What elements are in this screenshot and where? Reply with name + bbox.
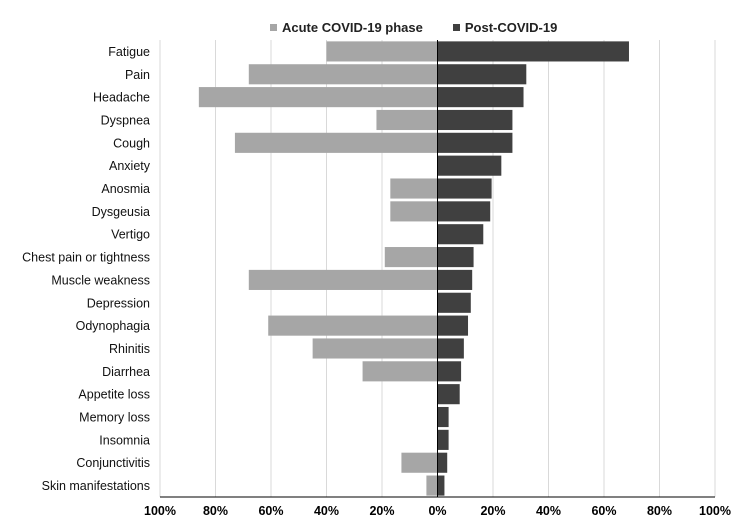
category-label: Appetite loss bbox=[78, 388, 150, 402]
post-bar bbox=[437, 87, 524, 108]
category-label: Odynophagia bbox=[76, 319, 150, 333]
legend-swatch-acute bbox=[270, 23, 277, 31]
acute-bar bbox=[362, 361, 438, 382]
acute-bar bbox=[234, 132, 438, 153]
acute-bar bbox=[326, 41, 438, 62]
post-bar bbox=[437, 452, 448, 473]
category-label: Chest pain or tightness bbox=[22, 251, 150, 265]
x-tick-label: 40% bbox=[536, 504, 561, 518]
acute-bar bbox=[401, 452, 438, 473]
x-tick-label: 0% bbox=[428, 504, 446, 518]
category-label: Anosmia bbox=[101, 182, 150, 196]
x-tick-labels: 100% 80% 60% 40% 20% 0% 20% 40% 60% 80% 100% bbox=[144, 504, 731, 518]
post-bar bbox=[437, 155, 502, 176]
acute-bar bbox=[268, 315, 438, 336]
category-label: Dysgeusia bbox=[92, 205, 150, 219]
category-label: Fatigue bbox=[108, 45, 150, 59]
chart-legend: Acute COVID-19 phase Post-COVID-19 bbox=[270, 18, 587, 36]
post-bar bbox=[437, 132, 513, 153]
category-label: Skin manifestations bbox=[42, 479, 150, 493]
category-label: Insomnia bbox=[99, 433, 150, 447]
post-bar bbox=[437, 41, 629, 62]
legend-swatch-post bbox=[452, 23, 460, 31]
post-bar bbox=[437, 429, 449, 450]
category-label: Pain bbox=[125, 68, 150, 82]
post-bar bbox=[437, 361, 462, 382]
category-label: Conjunctivitis bbox=[76, 456, 150, 470]
acute-bar bbox=[198, 87, 438, 108]
bar-layer bbox=[198, 41, 629, 496]
category-label: Diarrhea bbox=[102, 365, 150, 379]
grid-layer bbox=[159, 40, 716, 497]
category-label: Dyspnea bbox=[101, 113, 150, 127]
category-labels: Fatigue Pain Headache Dyspnea Cough Anxiety An… bbox=[22, 45, 151, 493]
acute-bar bbox=[384, 247, 438, 268]
category-label: Cough bbox=[113, 136, 150, 150]
category-label: Depression bbox=[87, 296, 150, 310]
x-tick-label: 20% bbox=[480, 504, 505, 518]
post-bar bbox=[437, 475, 445, 496]
post-bar bbox=[437, 315, 469, 336]
post-bar bbox=[437, 406, 449, 428]
x-tick-label: 80% bbox=[203, 504, 228, 518]
category-label: Vertigo bbox=[111, 228, 150, 242]
post-bar bbox=[437, 201, 491, 222]
category-label: Headache bbox=[93, 91, 150, 105]
category-label: Muscle weakness bbox=[51, 273, 150, 287]
category-label: Rhinitis bbox=[109, 342, 150, 356]
axis-layer bbox=[160, 40, 715, 498]
x-tick-label: 80% bbox=[647, 504, 672, 518]
post-bar bbox=[437, 109, 513, 131]
x-tick-label: 20% bbox=[369, 504, 394, 518]
category-label: Anxiety bbox=[109, 159, 151, 173]
acute-bar bbox=[390, 178, 438, 199]
x-tick-label: 60% bbox=[591, 504, 616, 518]
acute-bar bbox=[426, 475, 438, 496]
category-label: Memory loss bbox=[79, 411, 150, 425]
post-bar bbox=[437, 247, 474, 268]
legend-label-acute: Acute COVID-19 phase bbox=[282, 19, 423, 35]
x-tick-label: 40% bbox=[314, 504, 339, 518]
legend-item-post: Post-COVID-19 bbox=[452, 19, 558, 35]
post-bar bbox=[437, 178, 492, 199]
post-bar bbox=[437, 338, 464, 359]
acute-bar bbox=[390, 201, 438, 222]
x-tick-label: 60% bbox=[258, 504, 283, 518]
post-bar bbox=[437, 384, 460, 405]
acute-bar bbox=[376, 109, 438, 131]
post-bar bbox=[437, 292, 471, 313]
legend-item-acute: Acute COVID-19 phase bbox=[270, 20, 423, 35]
x-tick-label: 100% bbox=[699, 504, 731, 518]
legend-label-post: Post-COVID-19 bbox=[464, 19, 558, 35]
acute-bar bbox=[248, 269, 438, 290]
acute-bar bbox=[312, 338, 438, 359]
acute-bar bbox=[248, 64, 438, 85]
post-bar bbox=[437, 269, 473, 290]
post-bar bbox=[437, 224, 484, 245]
x-tick-label: 100% bbox=[144, 504, 176, 518]
post-bar bbox=[437, 64, 527, 85]
